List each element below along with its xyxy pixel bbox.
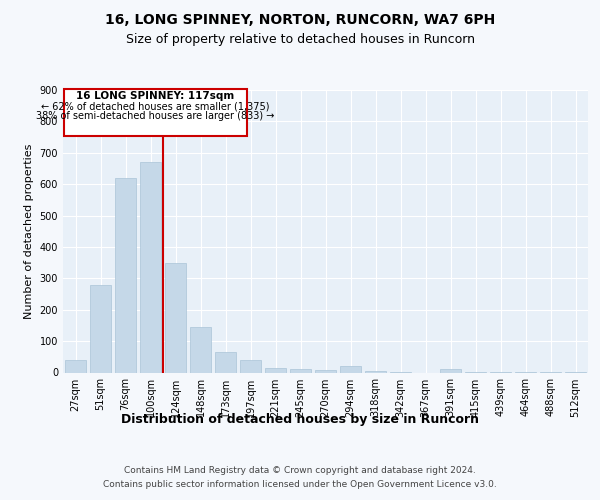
- Bar: [65, 360, 86, 372]
- Bar: [165, 264, 186, 372]
- Text: Contains HM Land Registry data © Crown copyright and database right 2024.: Contains HM Land Registry data © Crown c…: [124, 466, 476, 475]
- Text: Size of property relative to detached houses in Runcorn: Size of property relative to detached ho…: [125, 32, 475, 46]
- Text: 38% of semi-detached houses are larger (833) →: 38% of semi-detached houses are larger (…: [37, 110, 275, 120]
- Bar: [215, 352, 236, 372]
- Bar: [240, 360, 261, 372]
- FancyBboxPatch shape: [64, 89, 247, 136]
- Bar: [115, 178, 136, 372]
- Text: 16 LONG SPINNEY: 117sqm: 16 LONG SPINNEY: 117sqm: [76, 92, 235, 102]
- Bar: [340, 366, 361, 372]
- Text: 16, LONG SPINNEY, NORTON, RUNCORN, WA7 6PH: 16, LONG SPINNEY, NORTON, RUNCORN, WA7 6…: [105, 12, 495, 26]
- Text: Distribution of detached houses by size in Runcorn: Distribution of detached houses by size …: [121, 412, 479, 426]
- Bar: [290, 370, 311, 372]
- Text: ← 62% of detached houses are smaller (1,375): ← 62% of detached houses are smaller (1,…: [41, 102, 270, 112]
- Bar: [265, 368, 286, 372]
- Bar: [190, 327, 211, 372]
- Bar: [365, 371, 386, 372]
- Text: Contains public sector information licensed under the Open Government Licence v3: Contains public sector information licen…: [103, 480, 497, 489]
- Bar: [440, 370, 461, 372]
- Bar: [140, 162, 161, 372]
- Bar: [90, 284, 111, 372]
- Y-axis label: Number of detached properties: Number of detached properties: [24, 144, 34, 319]
- Bar: [315, 370, 336, 372]
